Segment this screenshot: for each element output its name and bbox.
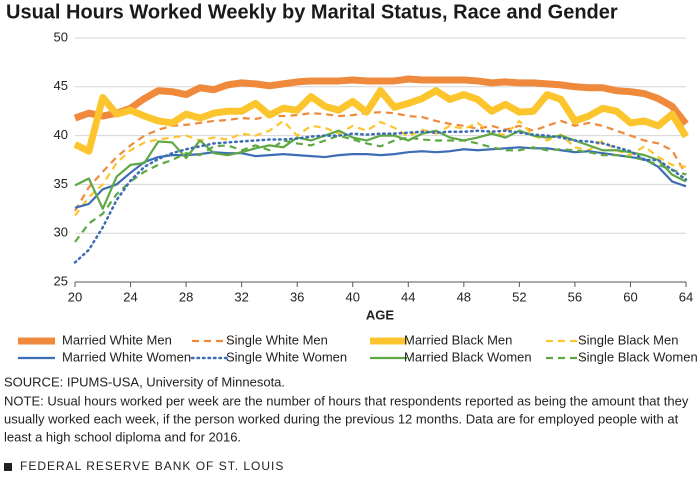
x-tick-label: 52 [512,289,526,304]
source: SOURCE: IPUMS-USA, University of Minneso… [4,374,285,389]
legend-label: Single Black Women [578,349,698,364]
legend-label: Single White Women [226,349,347,364]
x-axis-label: AGE [366,307,395,322]
x-tick-label: 36 [290,289,304,304]
series-line [74,134,687,243]
y-tick-label: 30 [54,225,68,240]
x-tick-label: 64 [679,289,693,304]
y-tick-label: 50 [54,29,68,44]
y-tick-label: 40 [54,127,68,142]
footer-square [4,463,12,471]
y-tick-label: 45 [54,78,68,93]
x-tick-label: 40 [345,289,359,304]
x-tick-label: 28 [179,289,193,304]
series-line [73,87,689,155]
x-tick-label: 32 [234,289,248,304]
x-tick-label: 60 [623,289,637,304]
legend-label: Single White Men [226,332,328,347]
note-line: NOTE: Usual hours worked per week are th… [4,393,689,408]
series-line [74,111,687,212]
footer: FEDERAL RESERVE BANK OF ST. LOUIS [20,459,284,473]
legend-label: Married Black Women [404,349,532,364]
legend-label: Married White Men [62,332,172,347]
chart-title: Usual Hours Worked Weekly by Marital Sta… [6,1,618,23]
series-line [74,119,687,217]
legend-label: Married White Women [62,349,191,364]
y-tick-label: 25 [54,273,68,288]
x-tick-label: 56 [568,289,582,304]
legend-label: Single Black Men [578,332,678,347]
x-tick-label: 24 [123,289,137,304]
series-line [73,129,688,264]
x-tick-label: 48 [457,289,471,304]
series-line [73,75,689,127]
y-tick-label: 35 [54,176,68,191]
note-line: usually worked each week, if the person … [4,411,679,426]
series-line [74,129,687,210]
x-tick-label: 44 [401,289,415,304]
x-tick-label: 20 [68,289,82,304]
legend-label: Married Black Men [404,332,512,347]
note-line: least a high school diploma and for 2016… [4,429,241,444]
